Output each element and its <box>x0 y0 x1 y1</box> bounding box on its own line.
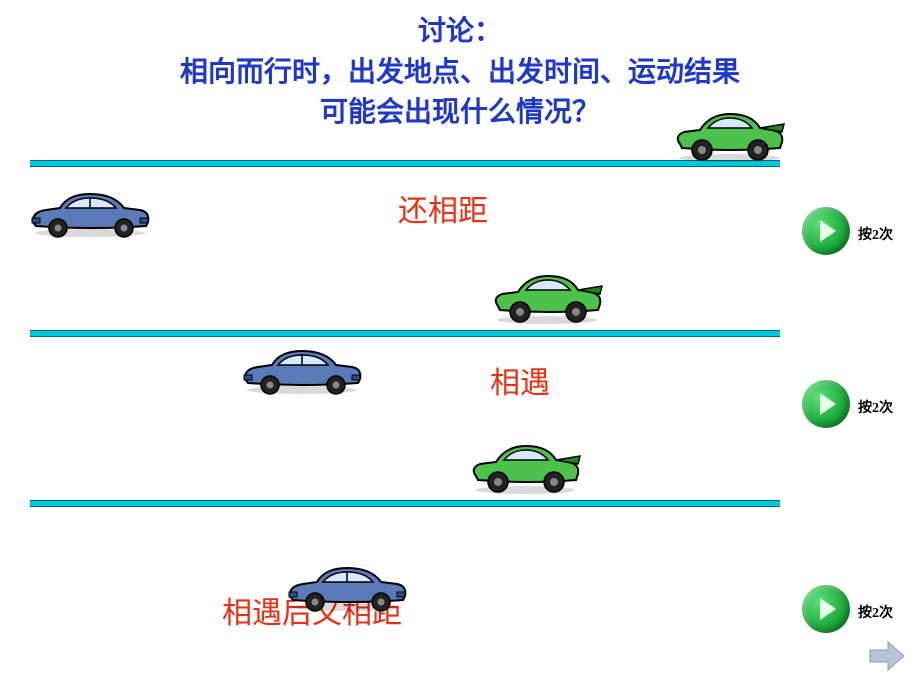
label-still-apart: 还相距 <box>398 186 488 230</box>
green-car-section-2 <box>490 268 605 331</box>
blue-car-section-3 <box>285 562 410 617</box>
next-slide-icon[interactable] <box>866 640 906 672</box>
road-3 <box>30 500 780 507</box>
green-car-section-1 <box>672 106 787 169</box>
play-label-3: 按2次 <box>858 602 893 622</box>
label-meet: 相遇 <box>490 358 550 402</box>
play-label-2: 按2次 <box>858 397 893 417</box>
play-button-1[interactable] <box>802 207 850 255</box>
play-button-2[interactable] <box>802 380 850 428</box>
title-line-1: 讨论： <box>0 12 920 53</box>
title-line-2: 相向而行时，出发地点、出发时间、运动结果 <box>0 53 920 94</box>
play-label-1: 按2次 <box>858 224 893 244</box>
play-button-3[interactable] <box>802 585 850 633</box>
road-2 <box>30 330 780 337</box>
road-1 <box>30 160 780 167</box>
blue-car-section-2 <box>240 345 365 400</box>
blue-car-section-1 <box>28 188 153 243</box>
green-car-section-3 <box>468 438 583 501</box>
